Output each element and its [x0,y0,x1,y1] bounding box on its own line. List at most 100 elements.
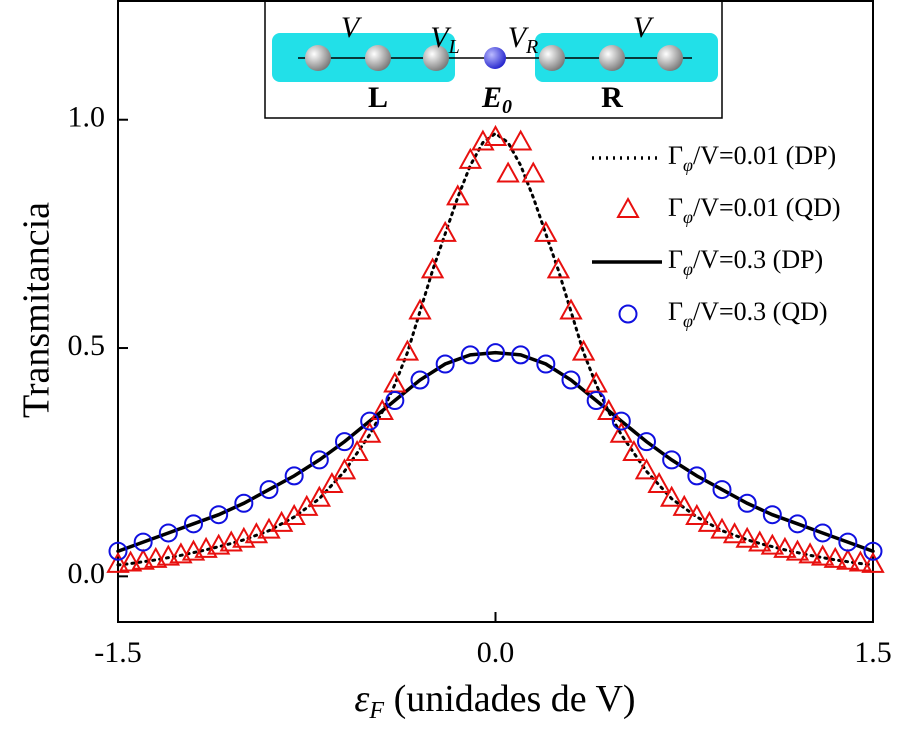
triangle-marker [748,530,772,552]
circle-marker [184,514,203,534]
triangle-marker [483,124,508,146]
inset-label: V [633,11,655,44]
y-tick-label: 0.0 [68,557,106,590]
triangle-marker [622,439,646,462]
triangle-marker [257,517,281,539]
triangle-marker [559,298,583,320]
circle-marker [385,391,405,411]
series-line [116,131,875,567]
legend-label: Γφ/V=0.3 (QD) [668,297,828,331]
circle-marker [410,370,430,390]
circle-marker [108,541,128,561]
triangle-marker [571,339,596,361]
circle-marker [813,523,833,543]
triangle-marker [395,339,420,361]
triangle-marker [634,458,659,480]
triangle-marker [861,551,885,573]
site [365,45,391,71]
triangle-marker [760,533,785,555]
triangle-marker [471,129,495,151]
triangle-marker [144,546,168,568]
circle-marker [838,532,858,552]
circle-marker [637,432,656,452]
triangle-marker [597,398,621,420]
circle-marker [158,523,178,543]
triangle-marker [370,398,394,420]
triangle-marker [785,539,810,561]
triangle-marker [269,510,294,532]
site [539,45,565,71]
triangle-marker [433,220,457,242]
triangle-marker [131,548,155,570]
circle-marker [284,466,304,486]
legend-label: Γφ/V=0.01 (QD) [668,193,841,227]
inset-label: L [368,81,388,114]
circle-marker [511,345,531,365]
legend-marker [618,304,638,324]
triangle-marker [685,503,709,525]
inset-diagram: V VL VR V L E0 R [264,0,723,119]
triangle-marker [836,548,860,570]
circle-marker [712,480,732,500]
triangle-marker [823,546,847,568]
circle-marker [133,532,153,552]
triangle-marker [722,522,747,544]
triangle-marker [118,550,143,572]
circle-marker [863,541,883,561]
circle-marker [788,514,807,534]
triangle-marker [773,536,797,558]
triangle-marker [420,257,445,279]
circle-marker [435,354,455,374]
triangle-marker [357,421,382,443]
x-tick-label: 1.5 [854,636,892,669]
triangle-marker [798,542,822,564]
legend-label: Γφ/V=0.01 (DP) [668,141,836,175]
x-tick-label: -1.5 [94,636,142,669]
inset-label: R [601,81,623,114]
triangle-marker [383,371,407,393]
series-line [116,350,875,553]
triangle-marker [345,439,369,462]
triangle-marker [508,129,533,151]
triangle-marker [697,510,722,532]
triangle-marker [496,161,520,183]
triangle-marker [106,551,130,573]
circle-marker [234,493,254,513]
inset-label: VL [430,21,459,58]
triangle-marker [458,147,483,169]
legend-label: Γφ/V=0.3 (DP) [668,245,823,279]
legend-marker [616,196,640,218]
circle-marker [536,354,556,374]
circle-marker [561,370,581,390]
circle-marker [460,345,480,365]
triangle-marker [156,544,181,566]
circle-marker [259,480,279,500]
triangle-marker [672,494,696,516]
triangle-marker [659,485,684,507]
triangle-marker [446,184,470,206]
triangle-marker [735,526,759,548]
triangle-marker [810,544,835,566]
x-tick-label: 0.0 [477,636,515,669]
circle-marker [762,505,782,525]
circle-marker [662,450,682,470]
site [657,45,683,71]
x-axis-label: εF (unidades de V) [354,678,635,724]
inset-label: V [341,11,363,44]
site [305,45,331,71]
y-axis-label: Transmitancia [16,202,58,418]
site [599,45,625,71]
triangle-marker [710,517,734,539]
triangle-marker [534,220,558,242]
circle-marker [486,343,505,363]
circle-marker [737,493,757,513]
circle-marker [309,450,329,470]
triangle-marker [647,471,671,494]
triangle-marker [320,471,344,494]
triangle-marker [609,421,634,443]
inset-label: E0 [481,81,512,118]
triangle-marker [521,161,545,183]
triangle-marker [332,458,357,480]
